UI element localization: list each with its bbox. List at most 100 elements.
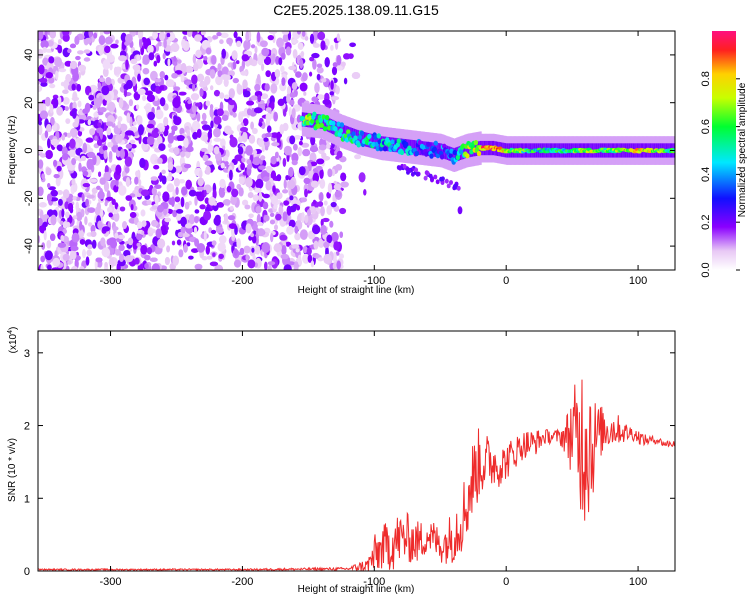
heatmap-cell <box>414 167 419 173</box>
heatmap-cell <box>399 149 405 156</box>
heatmap-cell <box>217 70 223 78</box>
heatmap-cell <box>62 253 70 261</box>
heatmap-cell <box>153 60 158 67</box>
heatmap-cell <box>113 212 120 222</box>
heatmap-cell <box>215 226 224 234</box>
heatmap-cell <box>78 162 82 172</box>
heatmap-cell <box>289 135 296 145</box>
heatmap-cell <box>47 183 51 188</box>
heatmap-cell <box>246 108 252 116</box>
heatmap-cell <box>294 232 301 241</box>
heatmap-cell <box>473 140 479 146</box>
heatmap-cell <box>104 165 109 174</box>
heatmap-cell <box>205 100 211 107</box>
heatmap-cell <box>288 167 294 177</box>
heatmap-cell <box>369 133 371 148</box>
heatmap-cell <box>39 209 44 221</box>
heatmap-cell <box>310 135 316 146</box>
heatmap-cell <box>210 85 214 91</box>
heatmap-cell <box>180 63 187 74</box>
heatmap-cell <box>255 245 261 255</box>
heatmap-cell <box>343 53 351 60</box>
heatmap-cell <box>253 230 257 235</box>
heatmap-cell <box>241 54 249 62</box>
heatmap-cell <box>231 226 236 238</box>
heatmap-cell <box>124 89 127 98</box>
heatmap-cell <box>75 201 80 212</box>
heatmap-cell <box>223 78 229 87</box>
heatmap-cell <box>273 203 278 209</box>
heatmap-cell <box>90 231 97 237</box>
heatmap-cell <box>97 220 103 230</box>
heatmap-cell <box>121 64 127 70</box>
heatmap-cell <box>196 128 202 138</box>
heatmap-cell <box>158 31 166 42</box>
snr-series-line <box>38 379 675 571</box>
heatmap-cell <box>164 217 171 223</box>
heatmap-cell <box>335 164 342 171</box>
x-tick-label: 0 <box>503 275 509 287</box>
heatmap-cell <box>219 92 225 99</box>
heatmap-cell <box>354 154 362 160</box>
heatmap-cell <box>435 179 440 185</box>
heatmap-cell <box>245 177 253 188</box>
heatmap-cell <box>310 180 319 188</box>
heatmap-cell <box>402 164 407 169</box>
heatmap-cell <box>150 176 158 181</box>
heatmap-cell <box>75 55 81 61</box>
heatmap-cell <box>173 146 180 155</box>
colorbar-tick-label: 0.0 <box>700 262 712 277</box>
heatmap-cell <box>132 121 137 126</box>
chart-title: C2E5.2025.138.09.11.G15 <box>273 2 439 18</box>
heatmap-cell <box>312 43 320 48</box>
heatmap-cell <box>221 66 229 77</box>
heatmap-cell <box>395 142 400 148</box>
heatmap-cell <box>302 148 311 157</box>
heatmap-cell <box>237 146 244 155</box>
heatmap-cell <box>176 239 182 246</box>
heatmap-cell <box>151 263 160 270</box>
heatmap-cell <box>150 70 158 81</box>
heatmap-cell <box>291 160 298 166</box>
heatmap-cell <box>313 113 316 128</box>
heatmap-cell <box>70 60 78 70</box>
heatmap-cell <box>228 223 237 230</box>
heatmap-cell <box>38 73 43 79</box>
heatmap-cell <box>137 73 141 82</box>
heatmap-cell <box>78 127 85 132</box>
heatmap-cell <box>222 155 229 162</box>
heatmap-cell <box>382 146 388 152</box>
heatmap-cell <box>297 254 302 266</box>
heatmap-cell <box>71 96 80 101</box>
heatmap-cell <box>293 262 300 268</box>
heatmap-cell <box>142 54 150 65</box>
heatmap-cell <box>287 179 296 190</box>
heatmap-cell <box>229 136 238 148</box>
heatmap-cell <box>236 40 242 48</box>
heatmap-cell <box>220 138 226 148</box>
heatmap-cell <box>140 209 146 217</box>
heatmap-cell <box>248 134 256 144</box>
heatmap-cell <box>146 247 153 255</box>
heatmap-cell <box>117 205 121 212</box>
heatmap-cell <box>188 214 195 225</box>
heatmap-cell <box>163 38 167 49</box>
heatmap-cell <box>340 61 346 67</box>
heatmap-cell <box>71 178 76 186</box>
heatmap-cell <box>205 165 211 175</box>
heatmap-cell <box>257 228 265 237</box>
heatmap-cell <box>362 131 365 146</box>
heatmap-cell <box>170 43 180 52</box>
heatmap-cell <box>185 223 193 229</box>
heatmap-cell <box>172 61 178 66</box>
heatmap-cell <box>255 205 262 214</box>
heatmap-cell <box>326 234 333 244</box>
heatmap-cell <box>302 253 310 264</box>
heatmap-cell <box>376 133 381 139</box>
heatmap-cell <box>282 189 289 194</box>
heatmap-cell <box>318 238 325 248</box>
heatmap-cell <box>323 253 332 265</box>
heatmap-cell <box>331 66 338 76</box>
heatmap-cell <box>222 199 231 206</box>
heatmap-cell <box>167 161 174 171</box>
